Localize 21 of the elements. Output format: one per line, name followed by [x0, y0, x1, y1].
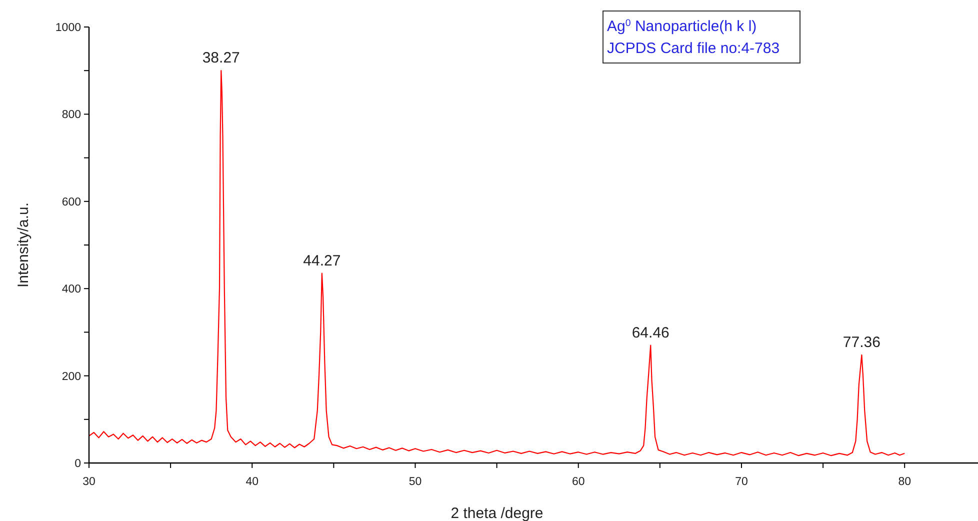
line-series	[88, 70, 906, 456]
y-tick-label: 200	[62, 370, 81, 383]
x-tick-label: 60	[572, 476, 585, 488]
x-tick-label: 80	[898, 476, 911, 488]
annotation: 77.36	[842, 334, 880, 351]
annotation: 44.27	[303, 252, 341, 270]
y-tick-label: 1000	[55, 22, 81, 34]
x-tick-label: 40	[246, 476, 259, 488]
x-tick-label: 50	[408, 476, 422, 488]
y-tick-label: 400	[62, 284, 81, 296]
annotation: 64.46	[632, 324, 670, 342]
y-tick-label: 0	[74, 458, 81, 470]
annotation: 38.27	[202, 50, 240, 67]
x-tick-label: 30	[82, 476, 96, 488]
y-tick-label: 600	[62, 196, 81, 208]
y-axis-title: Intensity/a.u.	[15, 202, 32, 288]
annotation: JCPDS Card file no:4-783	[607, 40, 780, 57]
x-tick-label: 70	[735, 476, 748, 488]
x-axis-title: 2 theta /degre	[450, 505, 544, 521]
annotation: Ag$^{0}$ Nanoparticle(h k l)	[607, 18, 757, 35]
y-tick-label: 800	[62, 109, 81, 122]
